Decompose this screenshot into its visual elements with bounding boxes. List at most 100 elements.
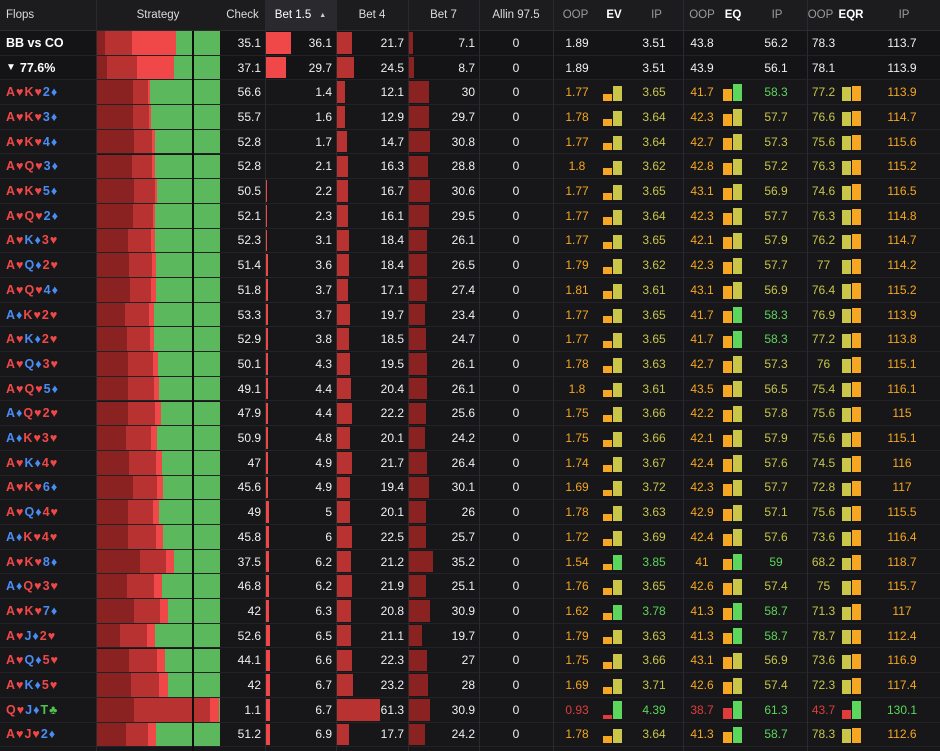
eqr-bars xyxy=(842,229,864,253)
header-bet7-label: Bet 7 xyxy=(430,9,457,21)
card-suit: ♥ xyxy=(33,307,41,322)
ev-oop-value: 1.75 xyxy=(565,653,589,668)
cell-bet7: 7.1 xyxy=(408,31,479,55)
allin-value: 0 xyxy=(512,109,520,124)
eq-ip-value: 58.3 xyxy=(764,307,788,322)
strategy-segment-bet7 xyxy=(96,352,129,376)
flop-cards: A ♥ K ♦ 5 ♥ xyxy=(0,673,96,697)
bet15-fill xyxy=(265,402,269,425)
eq-bars xyxy=(723,130,745,154)
ev-bars-ip xyxy=(613,185,622,200)
header-eq-ip[interactable]: IP xyxy=(771,9,783,21)
header-flops[interactable]: Flops xyxy=(0,0,96,30)
header-eq-oop[interactable]: OOP xyxy=(689,9,715,21)
table-row[interactable]: A ♦ K ♥ 2 ♥ 53.3 3.7 19.7 23.4 0 1.77 3.65 41.7 58.3 76… xyxy=(0,302,940,328)
table-row[interactable]: A ♥ Q ♥ 4 ♦ 51.8 3.7 17.1 27.4 0 1.81 3.61 43.1 56.9 76… xyxy=(0,278,940,303)
ev-bars xyxy=(603,327,625,351)
table-row[interactable]: A ♥ J ♥ 2 ♦ 51.2 6.9 17.7 24.2 0 1.78 3.64 41.3 58.7 78… xyxy=(0,722,940,748)
table-row[interactable]: A ♥ K ♦ 2 ♥ 52.9 3.8 18.5 24.7 0 1.77 3.65 41.7 58.3 77… xyxy=(0,327,940,353)
summary-row[interactable]: ▼ 77.6% 37.1 29.7 24.5 8.7 0 1.89 3.51 43.9 56.1 78… xyxy=(0,55,940,81)
table-row[interactable]: A ♥ K ♥ 8 ♦ 37.5 6.2 21.2 35.2 0 1.54 3.85 41 59 68.2 11… xyxy=(0,549,940,575)
check-value: 49.1 xyxy=(237,381,261,396)
header-bet15[interactable]: Bet 1.5 ▲ xyxy=(265,0,336,30)
strategy-segment-bet15 xyxy=(152,352,158,376)
eqr-bars xyxy=(842,204,864,228)
ev-bars-ip xyxy=(613,382,622,398)
eqr-ip-value: 117 xyxy=(892,480,912,495)
table-row[interactable]: A ♥ J ♦ 2 ♥ 52.6 6.5 21.1 19.7 0 1.79 3.63 41.3 58.7 78… xyxy=(0,623,940,649)
header-strategy[interactable]: Strategy xyxy=(96,0,220,30)
table-row[interactable]: A ♥ K ♥ 4 ♦ 52.8 1.7 14.7 30.8 0 1.77 3.64 42.7 57.3 75… xyxy=(0,129,940,155)
header-bet7[interactable]: Bet 7 xyxy=(408,0,479,30)
card-suit: ♥ xyxy=(16,109,24,124)
table-row[interactable]: A ♦ K ♥ 4 ♥ 45.8 6 22.5 25.7 0 1.72 3.69 42.4 57.6 73.6… xyxy=(0,525,940,550)
table-row[interactable]: A ♥ Q ♥ 3 ♦ 52.8 2.1 16.3 28.8 0 1.8 3.62 42.8 57.2 76.… xyxy=(0,154,940,180)
eq-bars xyxy=(723,303,745,327)
table-row[interactable]: A ♥ K ♦ 4 ♥ 47 4.9 21.7 26.4 0 1.74 3.67 42.4 57.6 74.5… xyxy=(0,450,940,476)
allin-value: 0 xyxy=(512,727,520,742)
ev-bars xyxy=(603,574,625,598)
header-eq[interactable]: EQ xyxy=(724,9,742,21)
strategy-segment-bet15 xyxy=(137,55,174,80)
summary-row[interactable]: BB vs CO 35.1 36.1 21.7 7.1 0 1.89 3.51 43.8 56.2… xyxy=(0,31,940,56)
table-row[interactable]: A ♥ K ♥ 2 ♦ 56.6 1.4 12.1 30 0 1.77 3.65 41.7 58.3 77.2… xyxy=(0,80,940,106)
header-ev[interactable]: EV xyxy=(606,9,622,21)
ev-oop-value: 1.75 xyxy=(565,431,589,446)
card-rank: A xyxy=(6,134,16,149)
table-row[interactable]: A ♦ K ♥ 3 ♥ 50.9 4.8 20.1 24.2 0 1.75 3.66 42.1 57.9 75… xyxy=(0,426,940,451)
table-row[interactable]: A ♦ Q ♥ 2 ♥ 47.9 4.4 22.2 25.6 0 1.75 3.66 42.2 57.8 75… xyxy=(0,401,940,427)
eq-bars-oop xyxy=(723,508,732,521)
eqr-bars-oop xyxy=(842,655,851,670)
bet7-value: 7.1 xyxy=(458,35,475,50)
card-rank: 5 xyxy=(43,381,51,396)
eq-bars xyxy=(723,599,745,623)
ev-bars-oop xyxy=(603,489,612,497)
header-ev-ip[interactable]: IP xyxy=(651,9,662,21)
table-row[interactable]: A ♥ Q ♦ 2 ♥ 51.4 3.6 18.4 26.5 0 1.79 3.62 42.3 57.7 77… xyxy=(0,253,940,278)
strategy-bar xyxy=(96,722,220,747)
eqr-oop-value: 76.4 xyxy=(811,282,836,297)
strategy-bar xyxy=(96,475,220,500)
table-row[interactable]: A ♥ K ♥ 6 ♦ 45.6 4.9 19.4 30.1 0 1.69 3.72 42.3 57.7 72… xyxy=(0,475,940,501)
header-eqr-oop[interactable]: OOP xyxy=(807,9,834,21)
column-separator xyxy=(265,0,266,751)
header-ev-oop[interactable]: OOP xyxy=(562,9,589,21)
card-rank: A xyxy=(6,653,16,668)
eqr-oop-value: 78.3 xyxy=(811,727,836,742)
ev-bars-oop xyxy=(603,415,612,423)
ev-bars-ip xyxy=(613,554,622,571)
eqr-bars-ip xyxy=(852,85,861,102)
card-rank: Q xyxy=(23,406,34,421)
eq-bars-oop xyxy=(723,410,732,423)
bet4-fill xyxy=(336,353,351,375)
table-row[interactable]: A ♥ Q ♦ 3 ♥ 50.1 4.3 19.5 26.1 0 1.78 3.63 42.7 57.3 76… xyxy=(0,352,940,377)
table-row[interactable]: A ♥ Q ♥ 2 ♦ 52.1 2.3 16.1 29.5 0 1.77 3.64 42.3 57.7 76… xyxy=(0,203,940,229)
table-row[interactable]: Q ♥ J ♦ T ♣ 1.1 6.7 61.3 30.9 0 0.93 4.39 38.7 61.3 43.… xyxy=(0,697,940,723)
table-row[interactable]: A ♦ Q ♥ 3 ♥ 46.8 6.2 21.9 25.1 0 1.76 3.65 42.6 57.4 75… xyxy=(0,574,940,600)
strategy-bar xyxy=(96,179,220,203)
header-bet4[interactable]: Bet 4 xyxy=(336,0,408,30)
eqr-oop-value: 78.3 xyxy=(811,35,836,50)
flop-cards: A ♥ K ♥ 7 ♦ xyxy=(0,599,96,623)
header-check[interactable]: Check xyxy=(220,0,265,30)
table-row[interactable]: A ♥ Q ♦ 4 ♥ 49 5 20.1 26 0 1.78 3.63 42.9 57.1 75.6 115.… xyxy=(0,500,940,525)
header-eqr[interactable]: EQR xyxy=(838,9,864,21)
card-rank: A xyxy=(6,85,16,100)
ev-bars-ip xyxy=(613,604,622,620)
card-rank: 4 xyxy=(41,529,49,544)
flop-cards: A ♥ Q ♦ 2 ♥ xyxy=(0,253,96,277)
table-row[interactable]: A ♥ K ♥ 5 ♦ 50.5 2.2 16.7 30.6 0 1.77 3.65 43.1 56.9 74… xyxy=(0,179,940,204)
header-eqr-ip[interactable]: IP xyxy=(898,9,910,21)
table-row[interactable]: A ♥ K ♦ 5 ♥ 42 6.7 23.2 28 0 1.69 3.71 42.6 57.4 72.3 11… xyxy=(0,673,940,698)
table-row[interactable]: A ♥ Q ♥ 5 ♦ 49.1 4.4 20.4 26.1 0 1.8 3.61 43.5 56.5 75.… xyxy=(0,376,940,402)
ev-bars-oop xyxy=(603,340,612,349)
header-allin[interactable]: Allin 97.5 xyxy=(479,0,553,30)
bet4-value: 16.3 xyxy=(380,159,404,174)
card-suit: ♥ xyxy=(16,455,24,470)
table-row[interactable]: A ♥ K ♦ 3 ♥ 52.3 3.1 18.4 26.1 0 1.77 3.65 42.1 57.9 76… xyxy=(0,228,940,254)
strategy-segment-check xyxy=(156,253,220,277)
table-row[interactable]: A ♥ K ♥ 7 ♦ 42 6.3 20.8 30.9 0 1.62 3.78 41.3 58.7 71.3… xyxy=(0,599,940,624)
bet7-fill xyxy=(408,229,427,252)
table-row[interactable]: A ♥ Q ♦ 5 ♥ 44.1 6.6 22.3 27 0 1.75 3.66 43.1 56.9 73.6… xyxy=(0,648,940,674)
table-row[interactable]: A ♥ K ♥ 3 ♦ 55.7 1.6 12.9 29.7 0 1.78 3.64 42.3 57.7 76… xyxy=(0,105,940,130)
